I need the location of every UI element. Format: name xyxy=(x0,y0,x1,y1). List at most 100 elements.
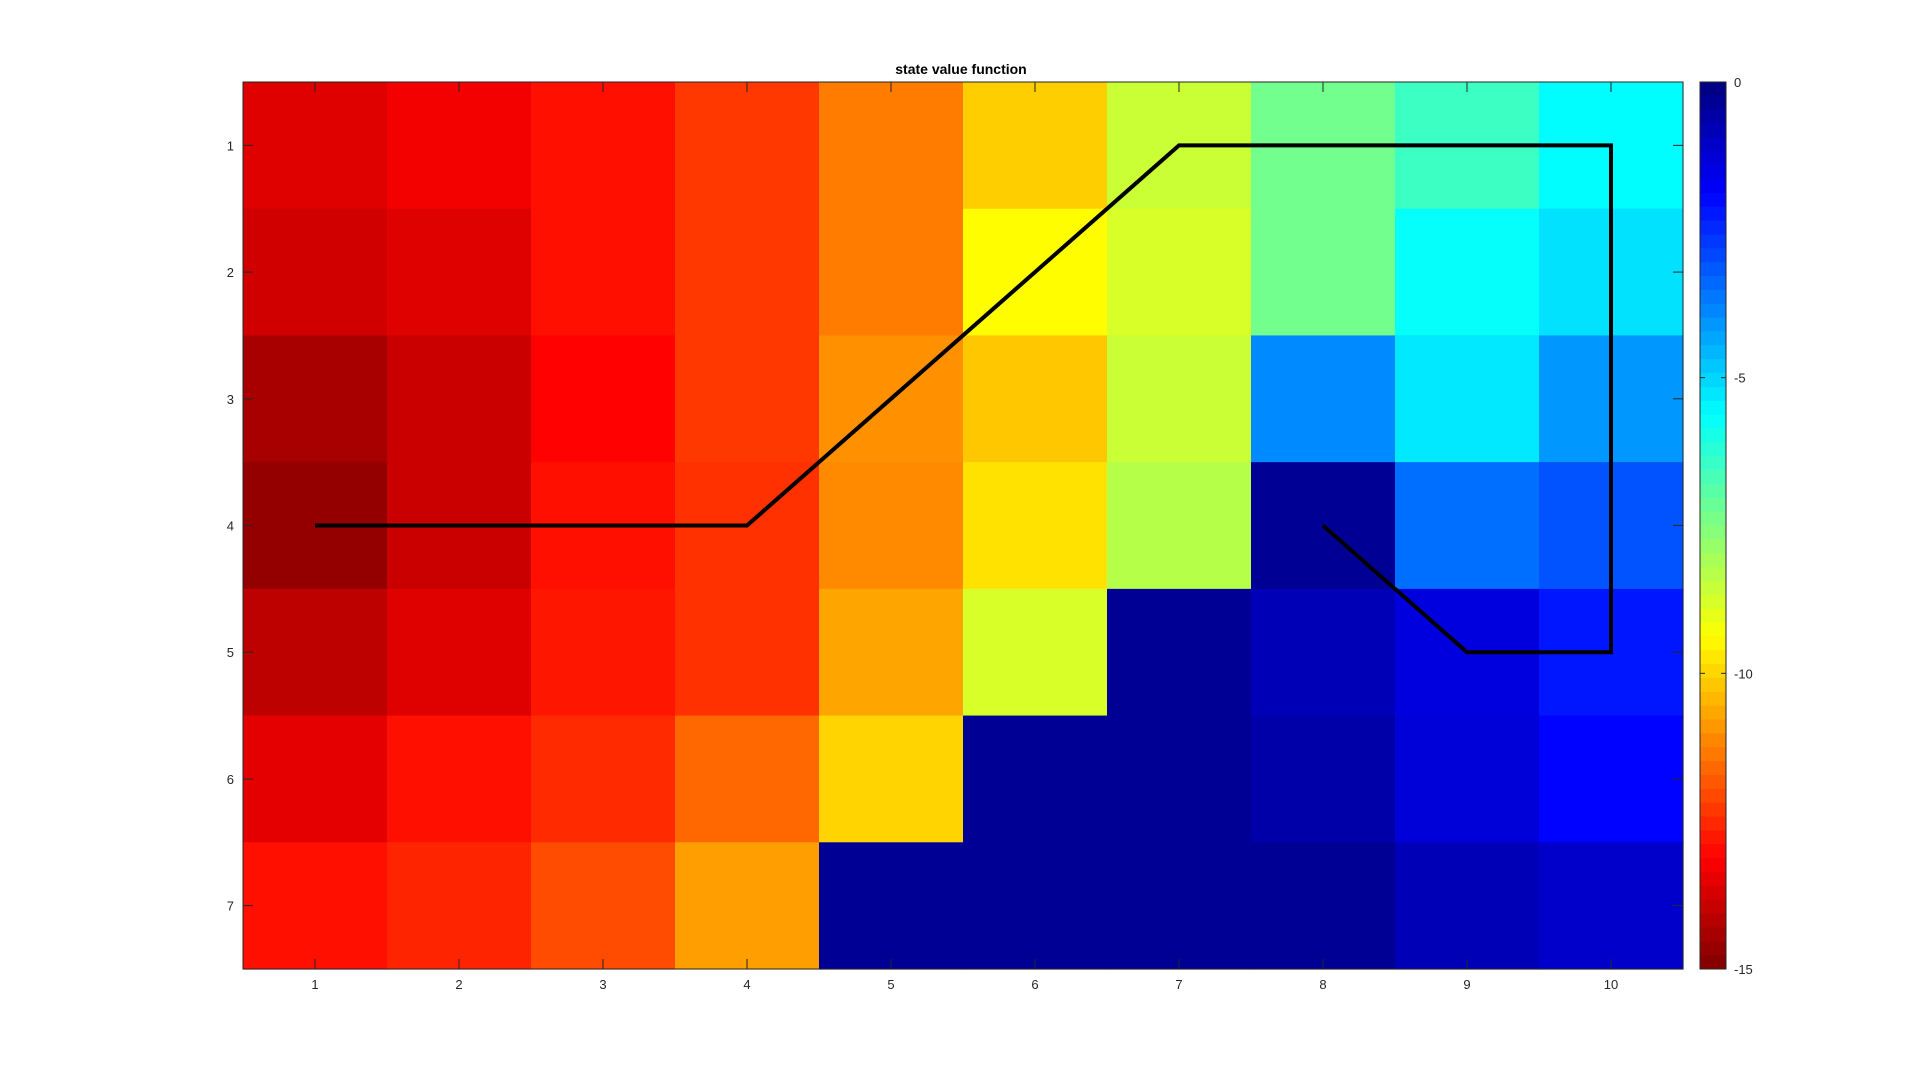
heatmap-cell xyxy=(675,842,820,970)
heatmap-cell xyxy=(1395,462,1540,590)
colorbar-segment xyxy=(1700,594,1726,610)
heatmap-cell xyxy=(387,842,532,970)
x-tick-label: 6 xyxy=(1031,977,1038,992)
colorbar-segment xyxy=(1700,511,1726,526)
heatmap-cell xyxy=(1107,335,1252,463)
colorbar-segment xyxy=(1700,276,1726,291)
colorbar-tick-label: 0 xyxy=(1734,75,1741,90)
colorbar-segment xyxy=(1700,345,1726,360)
heatmap-cell xyxy=(675,208,820,337)
trajectory-path xyxy=(315,143,1613,655)
heatmap-cell xyxy=(243,82,388,210)
heatmap-cell xyxy=(1251,335,1396,463)
colorbar-segment xyxy=(1700,747,1726,762)
colorbar-segment xyxy=(1700,123,1726,138)
x-tick-label: 2 xyxy=(455,977,462,992)
colorbar-segment xyxy=(1700,899,1726,915)
x-tick-label: 1 xyxy=(311,977,318,992)
colorbar-segment xyxy=(1700,525,1726,540)
y-tick-label: 2 xyxy=(227,265,234,280)
colorbar-segment xyxy=(1700,248,1726,263)
heatmap-cell xyxy=(1251,842,1396,970)
heatmap-cell xyxy=(963,588,1108,717)
colorbar-segment xyxy=(1700,941,1726,956)
heatmap-cell xyxy=(675,335,820,463)
heatmap-cell xyxy=(963,842,1108,970)
colorbar: 0 -5 -10 -15 xyxy=(1699,75,1753,977)
x-axis: 1 2 3 4 5 6 7 8 9 10 xyxy=(311,82,1618,992)
colorbar-segment xyxy=(1700,580,1726,596)
colorbar-segment xyxy=(1700,802,1726,818)
colorbar-segment xyxy=(1700,858,1726,873)
heatmap-cell xyxy=(1107,462,1252,590)
x-tick-label: 9 xyxy=(1463,977,1470,992)
colorbar-segment xyxy=(1700,691,1726,707)
colorbar-segment xyxy=(1700,871,1726,887)
x-tick-label: 10 xyxy=(1604,977,1618,992)
colorbar-segment xyxy=(1700,109,1726,125)
heatmap-cell xyxy=(819,715,964,843)
heatmap-cell xyxy=(819,462,964,590)
colorbar-segment xyxy=(1700,95,1726,111)
colorbar-segment xyxy=(1700,955,1726,970)
y-tick-label: 7 xyxy=(227,899,234,914)
colorbar-segment xyxy=(1700,179,1726,194)
y-axis: 1 2 3 4 5 6 7 xyxy=(227,138,1683,914)
heatmap-cell xyxy=(963,462,1108,590)
colorbar-segment xyxy=(1700,885,1726,901)
colorbar-segment xyxy=(1700,719,1726,734)
heatmap-cell xyxy=(1539,715,1684,843)
colorbar-segment xyxy=(1700,262,1726,277)
heatmap-cell xyxy=(819,842,964,970)
colorbar-segment xyxy=(1700,359,1726,374)
heatmap-cell xyxy=(675,715,820,843)
colorbar-tick-label: -10 xyxy=(1734,666,1753,681)
colorbar-segment xyxy=(1700,539,1726,554)
heatmap-cell xyxy=(531,842,676,970)
y-tick-label: 6 xyxy=(227,772,234,787)
colorbar-segment xyxy=(1700,442,1726,457)
heatmap-cell xyxy=(819,588,964,717)
heatmap-cell xyxy=(387,715,532,843)
y-tick-label: 1 xyxy=(227,138,234,153)
heatmap-cell xyxy=(1107,588,1252,717)
chart-title: state value function xyxy=(895,61,1026,77)
colorbar-segment xyxy=(1700,151,1726,166)
heatmap-cell xyxy=(243,588,388,717)
colorbar-segment xyxy=(1700,844,1726,859)
y-tick-label: 5 xyxy=(227,645,234,660)
heatmap-cell xyxy=(1251,715,1396,843)
colorbar-segment xyxy=(1700,317,1726,332)
heatmap-cell xyxy=(963,82,1108,210)
x-tick-label: 4 xyxy=(743,977,750,992)
colorbar-segment xyxy=(1700,206,1726,222)
colorbar-segment xyxy=(1700,927,1726,942)
heatmap-cell xyxy=(243,208,388,337)
heatmap-cell xyxy=(675,588,820,717)
heatmap-cell xyxy=(963,715,1108,843)
heatmap-cell xyxy=(1395,842,1540,970)
colorbar-tick-label: -15 xyxy=(1734,962,1753,977)
colorbar-segment xyxy=(1700,303,1726,319)
colorbar-segment xyxy=(1700,386,1726,402)
heatmap-cell xyxy=(1251,588,1396,717)
heatmap-cell xyxy=(1539,842,1684,970)
y-tick-label: 3 xyxy=(227,392,234,407)
colorbar-tick-label: -5 xyxy=(1734,371,1746,386)
heatmap-cell xyxy=(387,335,532,463)
colorbar-segment xyxy=(1700,816,1726,831)
colorbar-segment xyxy=(1700,705,1726,721)
colorbar-segment xyxy=(1700,414,1726,429)
colorbar-segment xyxy=(1700,622,1726,637)
colorbar-segment xyxy=(1700,234,1726,249)
colorbar-segment xyxy=(1700,165,1726,180)
x-tick-label: 7 xyxy=(1175,977,1182,992)
colorbar-segment xyxy=(1700,761,1726,776)
colorbar-segment xyxy=(1700,636,1726,651)
heatmap-cell xyxy=(531,335,676,463)
colorbar-segment xyxy=(1700,608,1726,624)
heatmap-cell xyxy=(1107,715,1252,843)
colorbar-segment xyxy=(1700,567,1726,582)
heatmap-cell xyxy=(1395,715,1540,843)
